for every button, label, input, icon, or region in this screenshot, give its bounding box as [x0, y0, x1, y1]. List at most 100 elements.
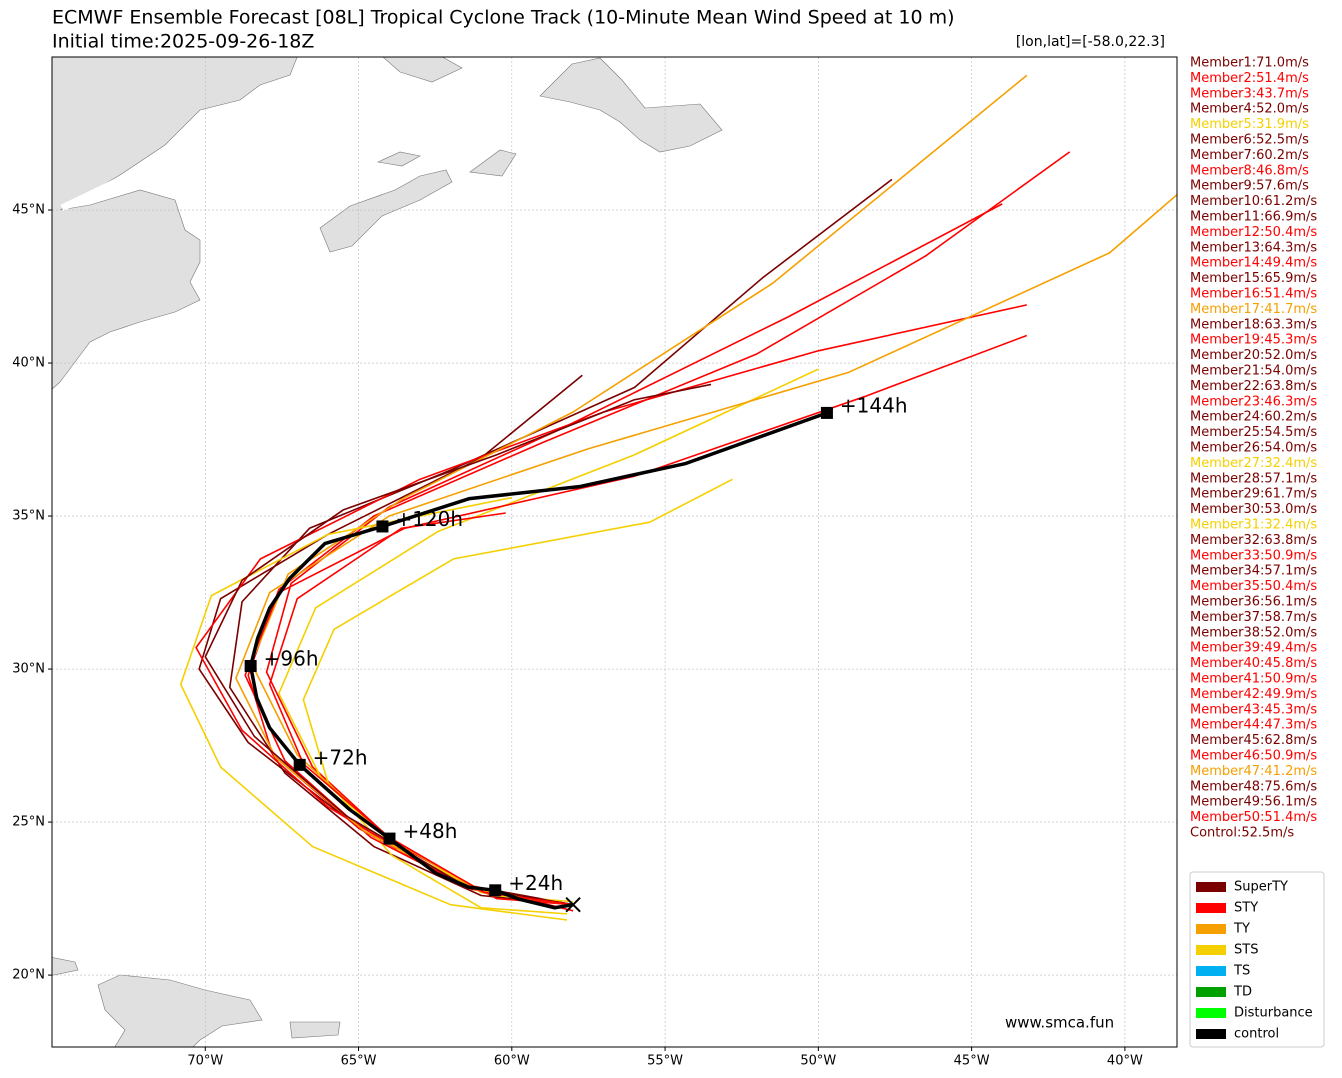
member-label: Member50:51.4m/s [1190, 810, 1317, 825]
x-tick-label: 70°W [187, 1054, 223, 1069]
legend-swatch [1196, 903, 1226, 913]
start-point [565, 896, 581, 913]
member-label: Member45:62.8m/s [1190, 733, 1317, 748]
member-label: Member1:71.0m/s [1190, 56, 1309, 71]
chart-subtitle: Initial time:2025-09-26-18Z [52, 31, 314, 53]
land-anticosti [469, 149, 517, 177]
member-label: Member43:45.3m/s [1190, 702, 1317, 717]
x-tick-label: 45°W [954, 1054, 990, 1069]
legend-swatch [1196, 1029, 1226, 1039]
time-label: +48h [403, 819, 458, 843]
member-label: Member28:57.1m/s [1190, 471, 1317, 486]
control-track [248, 411, 828, 910]
map-base [52, 57, 723, 1047]
member-track [265, 203, 1003, 906]
member-label: Member30:53.0m/s [1190, 502, 1317, 517]
member-label: Member16:51.4m/s [1190, 287, 1317, 302]
member-label: Member7:60.2m/s [1190, 148, 1309, 163]
member-label: Member38:52.0m/s [1190, 625, 1317, 640]
member-label: Member4:52.0m/s [1190, 102, 1309, 117]
land-nova-scotia [319, 169, 453, 253]
legend-label: STY [1234, 901, 1258, 916]
member-label: Member11:66.9m/s [1190, 210, 1317, 225]
time-label: +96h [264, 646, 319, 670]
member-track [179, 496, 568, 921]
land-labrador [382, 57, 463, 83]
legend-swatch [1196, 1008, 1226, 1018]
y-tick-label: 35°N [12, 509, 45, 524]
member-label: Member47:41.2m/s [1190, 764, 1317, 779]
member-label: Member9:57.6m/s [1190, 179, 1309, 194]
member-label: Member31:32.4m/s [1190, 518, 1317, 533]
legend-label: Disturbance [1234, 1006, 1313, 1021]
member-label: Member26:54.0m/s [1190, 441, 1317, 456]
x-tick-label: 60°W [494, 1054, 530, 1069]
plot-frame [51, 56, 1178, 1048]
member-label: Member49:56.1m/s [1190, 795, 1317, 810]
member-label: Control:52.5m/s [1190, 826, 1294, 841]
legend-label: SuperTY [1234, 880, 1288, 895]
land-pei [376, 151, 421, 167]
member-label: Member23:46.3m/s [1190, 394, 1317, 409]
member-label: Member6:52.5m/s [1190, 133, 1309, 148]
member-label: Member37:58.7m/s [1190, 610, 1317, 625]
member-track [250, 74, 1028, 906]
member-label: Member48:75.6m/s [1190, 779, 1317, 794]
member-label: Member22:63.8m/s [1190, 379, 1317, 394]
x-tick-label: 65°W [341, 1054, 377, 1069]
member-track [278, 368, 819, 903]
member-label: Member29:61.7m/s [1190, 487, 1317, 502]
time-label: +144h [840, 393, 908, 417]
member-label: Member20:52.0m/s [1190, 348, 1317, 363]
member-label: Member10:61.2m/s [1190, 194, 1317, 209]
legend-swatch [1196, 924, 1226, 934]
land-hispaniola [97, 974, 263, 1047]
member-label: Member18:63.3m/s [1190, 317, 1317, 332]
member-label: Member19:45.3m/s [1190, 333, 1317, 348]
member-label: Member35:50.4m/s [1190, 579, 1317, 594]
member-label: Member5:31.9m/s [1190, 117, 1309, 132]
legend-swatch [1196, 966, 1226, 976]
y-tick-label: 20°N [12, 968, 45, 983]
member-label: Member3:43.7m/s [1190, 86, 1309, 101]
member-label: Member39:49.4m/s [1190, 641, 1317, 656]
legend-swatch [1196, 987, 1226, 997]
member-label: Member44:47.3m/s [1190, 718, 1317, 733]
member-label: Member24:60.2m/s [1190, 410, 1317, 425]
member-label: Member36:56.1m/s [1190, 595, 1317, 610]
member-track [268, 512, 574, 906]
x-tick-label: 55°W [647, 1054, 683, 1069]
member-track [302, 478, 733, 915]
member-label: Member46:50.9m/s [1190, 749, 1317, 764]
member-label: Member15:65.9m/s [1190, 271, 1317, 286]
time-marker [489, 884, 502, 897]
member-label: Member17:41.7m/s [1190, 302, 1317, 317]
legend-label: TY [1233, 922, 1250, 937]
time-marker [376, 520, 389, 533]
time-marker [383, 832, 396, 845]
time-label: +72h [313, 745, 368, 769]
member-label: Member14:49.4m/s [1190, 256, 1317, 271]
y-tick-label: 25°N [12, 815, 45, 830]
x-tick-label: 50°W [800, 1054, 836, 1069]
legend-label: TD [1233, 985, 1252, 1000]
tracks [52, 57, 1177, 1047]
legend-swatch [1196, 945, 1226, 955]
member-label: Member32:63.8m/s [1190, 533, 1317, 548]
time-marker [244, 659, 257, 672]
member-label: Member2:51.4m/s [1190, 71, 1309, 86]
position-label: [lon,lat]=[-58.0,22.3] [1016, 34, 1165, 50]
land-mainland [52, 57, 298, 390]
legend-label: TS [1233, 964, 1250, 979]
watermark: www.smca.fun [1005, 1014, 1114, 1032]
member-label: Member27:32.4m/s [1190, 456, 1317, 471]
time-label: +120h [395, 507, 463, 531]
member-label: Member12:50.4m/s [1190, 225, 1317, 240]
member-label: Member21:54.0m/s [1190, 364, 1317, 379]
member-track [235, 194, 1177, 906]
y-tick-label: 30°N [12, 662, 45, 677]
river [60, 78, 292, 212]
member-track [228, 178, 893, 906]
land-newfoundland [539, 57, 723, 153]
